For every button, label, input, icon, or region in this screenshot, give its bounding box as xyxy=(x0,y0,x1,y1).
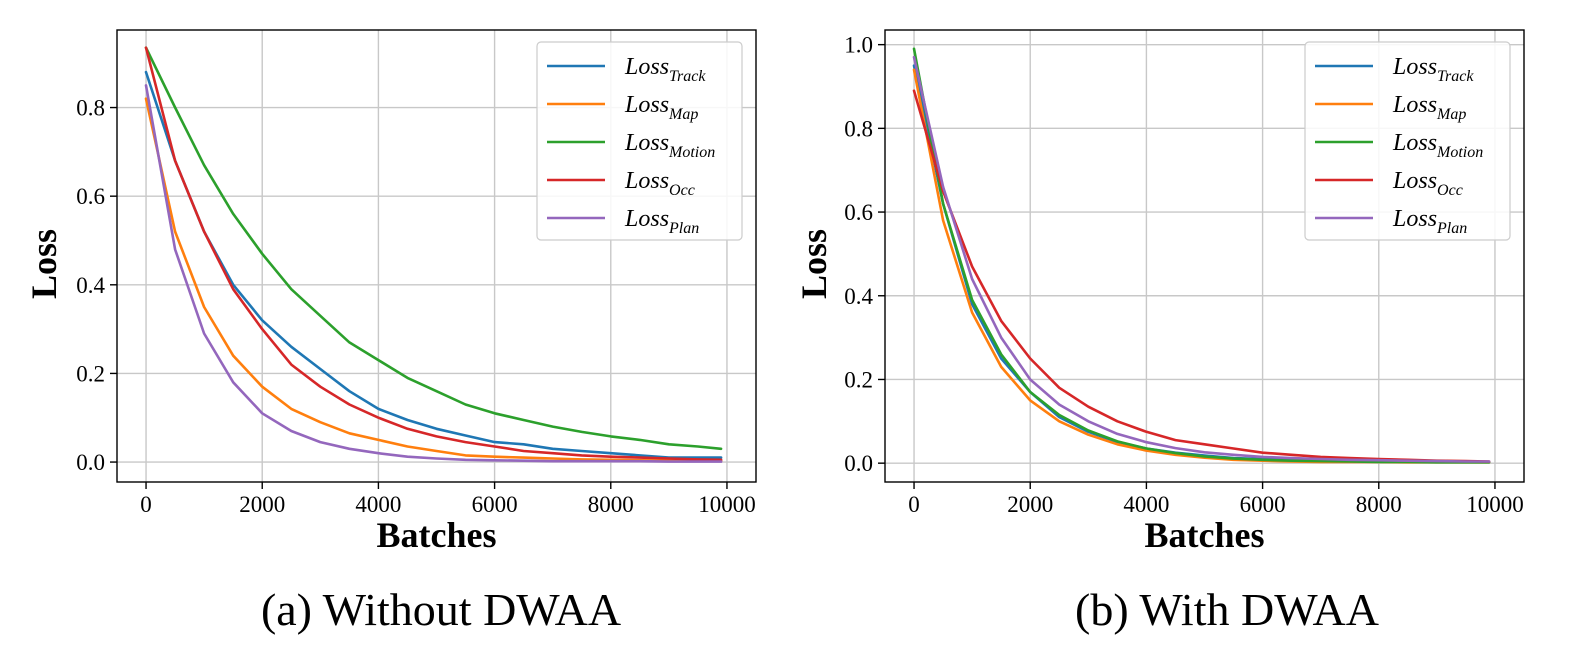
x-tick-label: 8000 xyxy=(1356,492,1402,517)
x-tick-label: 0 xyxy=(908,492,920,517)
panel-caption: (b) With DWAA xyxy=(1075,584,1379,635)
y-tick-label: 1.0 xyxy=(844,33,873,58)
legend-entry: LossOcc xyxy=(1392,168,1463,199)
legend-entry: LossMap xyxy=(624,92,698,123)
series-line-track xyxy=(144,70,723,459)
x-tick-label: 6000 xyxy=(1240,492,1286,517)
legend-entry-subscript: Occ xyxy=(1437,182,1463,199)
legend-entry: LossMotion xyxy=(624,130,715,161)
series-lines xyxy=(144,46,723,463)
series-lines xyxy=(912,47,1491,464)
legend-box xyxy=(1304,41,1511,241)
y-tick-label: 0.6 xyxy=(844,200,873,225)
legend-entry: LossMap xyxy=(1392,92,1466,123)
y-tick-label: 0.0 xyxy=(76,450,105,475)
legend-entry: LossTrack xyxy=(1392,54,1474,85)
y-tick-label: 0.2 xyxy=(844,367,873,392)
y-tick-label: 0.6 xyxy=(76,184,105,209)
x-axis-title: Batches xyxy=(1145,515,1265,555)
plot-frame xyxy=(884,29,1525,483)
legend-entry: LossPlan xyxy=(1392,206,1467,237)
x-tick-label: 4000 xyxy=(1123,492,1169,517)
legend-entry-name: Loss xyxy=(624,168,669,194)
series-line-motion xyxy=(912,47,1491,464)
legend-entry-name: Loss xyxy=(1392,54,1437,80)
legend: LossTrackLossMapLossMotionLossOccLossPla… xyxy=(536,41,743,241)
legend-entry-name: Loss xyxy=(624,130,669,156)
y-tick-label: 0.8 xyxy=(76,96,105,121)
chart-panel-without-dwaa: 0 2000 4000 6000 8000 10000 0.0 0.2 0.4 0.6 0.8 Lo… xyxy=(24,29,757,635)
x-tick-label: 6000 xyxy=(472,492,518,517)
x-tick-label: 2000 xyxy=(239,492,285,517)
legend-box xyxy=(536,41,743,241)
y-tick-label: 0.8 xyxy=(844,116,873,141)
series-line-occ xyxy=(144,46,723,462)
legend-entry-subscript: Track xyxy=(1437,68,1474,85)
series-line-plan xyxy=(144,84,723,463)
legend-entry: LossPlan xyxy=(624,206,699,237)
series-line-plan xyxy=(912,55,1491,463)
y-tick-label: 0.2 xyxy=(76,361,105,386)
legend-entry-subscript: Track xyxy=(669,68,706,85)
plot-frame xyxy=(116,29,757,483)
legend-entry-subscript: Plan xyxy=(1436,220,1467,237)
legend-entry-subscript: Map xyxy=(1436,106,1466,123)
x-axis-title: Batches xyxy=(377,515,497,555)
x-tick-label: 2000 xyxy=(1007,492,1053,517)
legend-entry-name: Loss xyxy=(624,92,669,118)
x-tick-label: 4000 xyxy=(355,492,401,517)
y-tick-label: 0.0 xyxy=(844,451,873,476)
y-tick-label: 0.4 xyxy=(844,284,873,309)
legend-entry: LossTrack xyxy=(624,54,706,85)
legend-entry-subscript: Motion xyxy=(668,144,715,161)
legend-entry-name: Loss xyxy=(1392,92,1437,118)
legend-entry-name: Loss xyxy=(1392,130,1437,156)
y-tick-label: 0.4 xyxy=(76,273,105,298)
x-tick-label: 0 xyxy=(140,492,152,517)
legend-entry-subscript: Map xyxy=(668,106,698,123)
legend: LossTrackLossMapLossMotionLossOccLossPla… xyxy=(1304,41,1511,241)
legend-entry-subscript: Plan xyxy=(668,220,699,237)
legend-entry-name: Loss xyxy=(1392,168,1437,194)
y-axis-title: Loss xyxy=(24,229,64,299)
legend-entry-name: Loss xyxy=(624,54,669,80)
legend-entry-name: Loss xyxy=(1392,206,1437,232)
x-tick-label: 8000 xyxy=(588,492,634,517)
chart-panel-with-dwaa: 0 2000 4000 6000 8000 10000 0.0 0.2 0.4 0.6 0.8 1.0… xyxy=(794,29,1525,635)
legend-entry: LossMotion xyxy=(1392,130,1483,161)
x-tick-label: 10000 xyxy=(698,492,756,517)
legend-entry-name: Loss xyxy=(624,206,669,232)
legend-entry-subscript: Occ xyxy=(669,182,695,199)
panel-caption: (a) Without DWAA xyxy=(261,584,621,635)
tick-marks: 0 2000 4000 6000 8000 10000 0.0 0.2 0.4 0.6 0.8 xyxy=(76,96,755,517)
grid-lines xyxy=(885,30,1524,482)
y-axis-title: Loss xyxy=(794,229,834,299)
legend-entry-subscript: Motion xyxy=(1436,144,1483,161)
tick-marks: 0 2000 4000 6000 8000 10000 0.0 0.2 0.4 0.6 0.8 1.0 xyxy=(844,33,1523,517)
x-tick-label: 10000 xyxy=(1466,492,1524,517)
legend-entry: LossOcc xyxy=(624,168,695,199)
series-line-motion xyxy=(144,46,723,451)
